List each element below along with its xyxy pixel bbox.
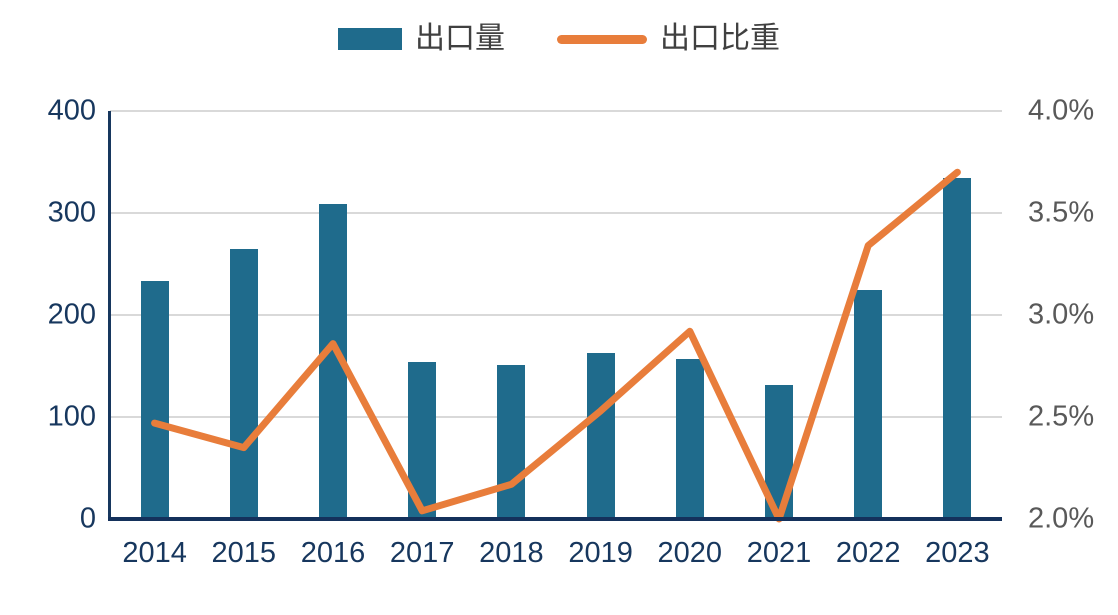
x-axis-label-2019: 2019 (568, 537, 633, 569)
x-axis-label-2015: 2015 (211, 537, 277, 569)
legend-label-export-share: 出口比重 (660, 22, 780, 55)
bar-2023 (943, 178, 972, 519)
gridline (110, 416, 1002, 418)
left-axis-tick-300: 300 (47, 196, 96, 229)
legend-item-export-volume: 出口量 (338, 24, 505, 54)
left-axis-line (108, 111, 111, 519)
gridline (110, 314, 1002, 316)
bar-2015 (229, 248, 258, 519)
right-axis-tick-4.0%: 4.0% (1028, 94, 1095, 127)
legend-item-export-share: 出口比重 (557, 24, 780, 54)
right-axis-tick-2.5%: 2.5% (1028, 400, 1095, 433)
line-series-swatch-icon (557, 34, 647, 44)
legend-label-export-volume: 出口量 (415, 22, 505, 55)
left-axis-tick-100: 100 (47, 400, 96, 433)
left-axis-tick-0: 0 (79, 502, 96, 535)
gridline (110, 212, 1002, 214)
bar-2020 (675, 358, 704, 519)
gridline (110, 110, 1002, 112)
bar-2019 (586, 352, 615, 519)
bar-series-swatch-icon (338, 28, 402, 50)
left-axis-tick-200: 200 (47, 298, 96, 331)
line-series (151, 168, 961, 523)
x-axis-label-2016: 2016 (300, 537, 366, 569)
left-axis-tick-400: 400 (47, 94, 96, 127)
bar-2022 (854, 289, 883, 519)
plot-area (108, 110, 1002, 523)
bar-2014 (140, 281, 169, 519)
x-axis-label-2023: 2023 (925, 537, 990, 569)
right-axis-tick-2.0%: 2.0% (1028, 502, 1095, 535)
export-share-line (151, 168, 961, 523)
x-axis-label-2018: 2018 (479, 537, 544, 569)
x-axis-label-2014: 2014 (122, 537, 187, 569)
right-axis-tick-3.0%: 3.0% (1028, 298, 1095, 331)
x-axis-label-2022: 2022 (835, 537, 901, 569)
chart-legend: 出口量 出口比重 (0, 16, 1118, 62)
right-axis-tick-3.5%: 3.5% (1028, 196, 1095, 229)
bar-2018 (497, 364, 526, 519)
x-axis-label-2017: 2017 (389, 537, 455, 569)
x-axis-label-2020: 2020 (657, 537, 723, 569)
x-axis-label-2021: 2021 (746, 537, 812, 569)
bottom-axis-line (108, 517, 1002, 521)
